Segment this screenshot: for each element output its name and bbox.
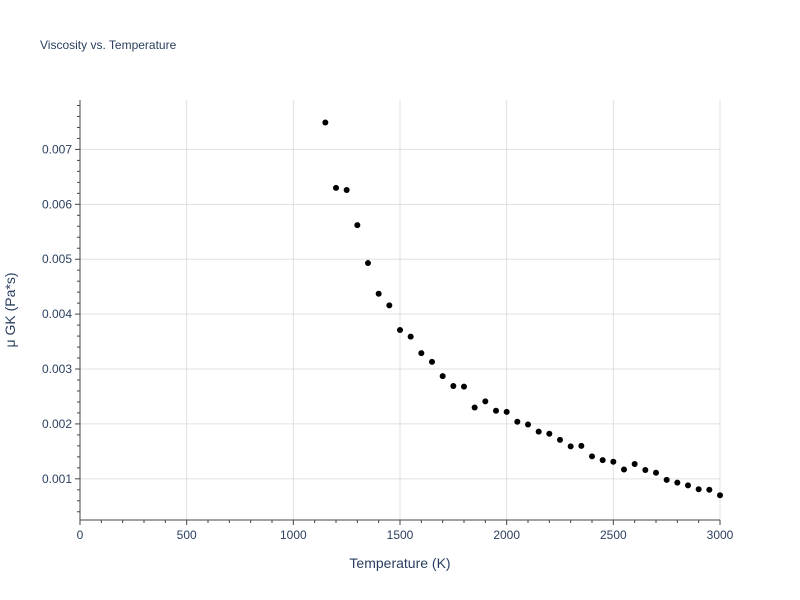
data-point [589,453,595,460]
data-point [631,461,638,467]
y-tick-label: 0.006 [42,197,72,211]
y-tick-label: 0.001 [42,472,72,486]
y-tick-label: 0.002 [42,417,72,431]
y-tick-label: 0.004 [42,307,72,321]
y-tick-label: 0.005 [42,252,72,266]
data-point [375,290,382,297]
data-point [578,442,585,449]
data-point [642,467,649,474]
data-point [599,457,606,464]
x-tick-label: 2000 [493,528,520,542]
data-point [674,479,681,486]
data-point [482,398,489,405]
data-point [685,482,691,489]
chart-title: Viscosity vs. Temperature [40,38,177,52]
data-point [717,492,723,499]
data-point [493,407,499,414]
data-point [322,119,329,126]
data-point [567,443,574,450]
data-point [418,350,425,357]
axes [75,100,721,525]
data-point [557,436,563,443]
y-axis-title: μ GK (Pa*s) [2,273,18,348]
data-point [706,486,713,493]
x-tick-label: 1000 [280,528,307,542]
data-point [461,383,467,390]
grid-lines [80,100,721,520]
data-point [653,469,659,476]
data-point [535,428,542,435]
data-point [695,486,702,493]
data-point [450,383,457,390]
data-point [386,302,393,309]
x-tick-label: 1500 [387,528,414,542]
x-tick-label: 500 [177,528,197,542]
data-point [343,187,350,194]
data-point [610,458,617,465]
x-tick-label: 3000 [707,528,734,542]
data-point [365,260,371,267]
data-point [621,466,627,473]
data-point [354,222,361,229]
tick-labels: 0 500 1000 1500 2000 2500 3000 0.001 0.002 0.003 0… [42,142,734,542]
data-point [471,404,478,411]
data-point [546,430,553,437]
data-point [429,358,435,365]
data-point [503,408,510,415]
x-axis-title: Temperature (K) [349,555,450,571]
data-point [663,476,670,483]
data-point [439,373,446,380]
y-tick-label: 0.003 [42,362,72,376]
x-tick-label: 2500 [600,528,627,542]
data-point [333,184,339,191]
x-tick-label: 0 [77,528,84,542]
y-tick-label: 0.007 [42,142,72,156]
data-point [397,327,403,334]
data-point [514,418,521,425]
data-point [407,333,414,340]
data-points [322,119,723,499]
data-point [525,421,531,428]
